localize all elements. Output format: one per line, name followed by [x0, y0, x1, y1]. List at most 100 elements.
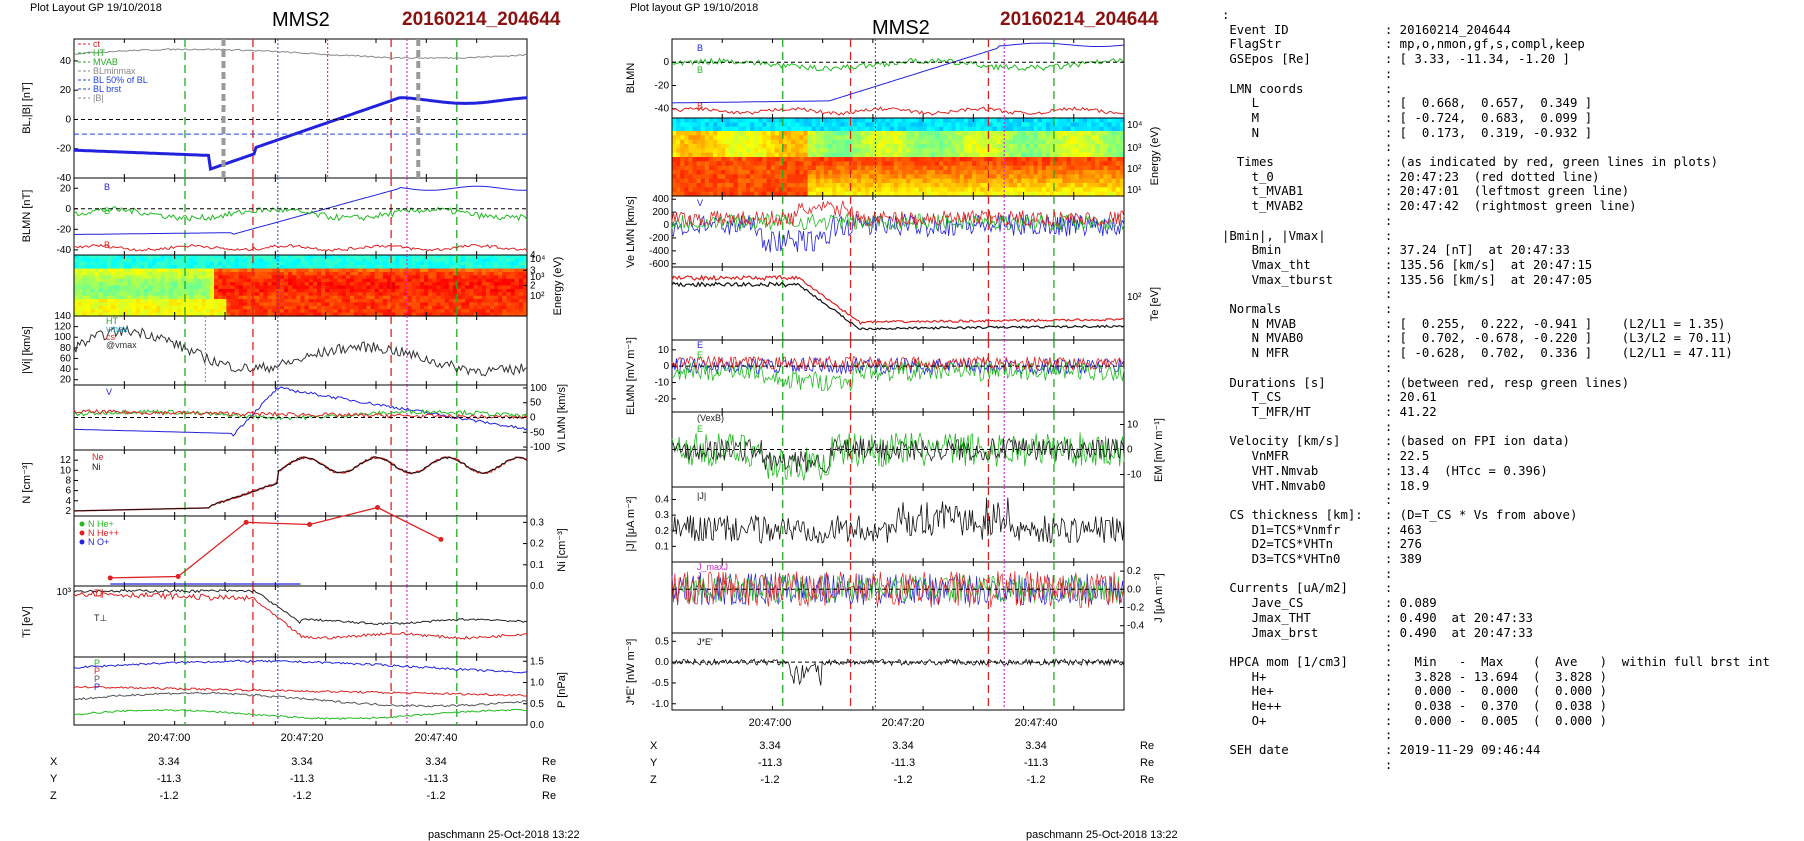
- legend-entry: cs: [106, 332, 116, 342]
- axis-label: EM [mV m⁻¹]: [1153, 418, 1165, 482]
- tick-label: 10²: [1127, 292, 1142, 303]
- coord-axis-label: Y: [50, 773, 58, 785]
- tick-label: -50: [530, 427, 545, 438]
- info-line: :: [1222, 419, 1393, 434]
- info-line: t_MVAB2 : 20:47:42 (rightmost green line…: [1222, 199, 1637, 214]
- tick-label: -40: [655, 104, 670, 115]
- legend-entry: J: [697, 571, 702, 581]
- tick-label: 20: [60, 183, 72, 194]
- time-tick-label: 20:47:40: [415, 732, 458, 744]
- legend-entry: B: [697, 65, 703, 75]
- tick-label: 10: [60, 465, 72, 476]
- time-tick-label: 20:47:00: [148, 732, 191, 744]
- legend-entry: HT: [106, 316, 118, 326]
- info-line: GSEpos [Re] : [ 3.33, -11.34, -1.20 ]: [1222, 52, 1570, 67]
- legend-entry: MVAB: [93, 57, 118, 67]
- info-line: N : [ 0.173, 0.319, -0.932 ]: [1222, 125, 1593, 140]
- Te-parallel-series: [671, 274, 1125, 326]
- EM-series: [671, 432, 1125, 481]
- middle-plot-title: MMS2: [872, 17, 930, 39]
- tick-label: -20: [655, 394, 670, 405]
- tick-label: 40: [60, 364, 72, 375]
- middle-plot-header: Plot layout GP 19/10/2018: [630, 2, 759, 14]
- tick-label: 20: [60, 85, 72, 96]
- tick-label: 400: [652, 194, 669, 205]
- left-plot-header: Plot Layout GP 19/10/2018: [30, 2, 162, 14]
- coord-value: -11.3: [157, 773, 181, 785]
- tick-label: 200: [652, 207, 669, 218]
- info-line: Event ID : 20160214_204644: [1222, 22, 1511, 37]
- tick-label: -0.5: [652, 678, 670, 689]
- info-line: :: [1222, 566, 1393, 581]
- legend-entry: B: [697, 101, 703, 111]
- info-line: :: [1222, 360, 1393, 375]
- info-line: :: [1222, 728, 1393, 743]
- tick-label: 60: [60, 353, 72, 364]
- legend-entry: N He++: [88, 528, 119, 538]
- info-line: t_MVAB1 : 20:47:01 (leftmost green line): [1222, 184, 1630, 199]
- info-line: O+ : 0.000 - 0.005 ( 0.000 ): [1222, 713, 1607, 728]
- legend-entry: ct: [93, 39, 101, 49]
- tick-label: 0: [663, 361, 669, 372]
- tick-label: 40: [60, 56, 72, 67]
- tick-label: 0: [530, 413, 536, 424]
- legend-entry: HT: [93, 48, 105, 58]
- legend-entry: J*E': [697, 637, 713, 647]
- VeL-series: [671, 213, 1125, 253]
- axis-label: |J| [μA m⁻²]: [625, 496, 637, 551]
- coord-value: -1.2: [761, 774, 780, 786]
- tick-label: 0.3: [655, 510, 669, 521]
- tick-label: 10³: [530, 272, 545, 283]
- legend-swatch: [79, 521, 85, 527]
- data-point: [438, 536, 444, 542]
- info-line: CS thickness [km]: : (D=T_CS * Vs from a…: [1222, 507, 1578, 522]
- tick-label: -40: [57, 173, 72, 184]
- tick-label: -20: [57, 224, 72, 235]
- BM-series: [671, 57, 1125, 72]
- tick-label: 10: [658, 345, 670, 356]
- axis-label: Te [eV]: [1149, 287, 1161, 321]
- legend-entry: E: [697, 340, 703, 350]
- info-line: Vmax_tht : 135.56 [km/s] at 20:47:15: [1222, 257, 1593, 272]
- tick-label: -10: [655, 378, 670, 389]
- ViL-series: [73, 386, 528, 437]
- coord-value: -11.3: [424, 773, 448, 785]
- tick-label: 50: [530, 398, 542, 409]
- coord-unit: Re: [1140, 774, 1154, 786]
- tick-label: 140: [54, 311, 71, 322]
- BM-series: [73, 206, 528, 222]
- coord-value: -11.3: [1024, 757, 1048, 769]
- info-line: N MVAB : [ 0.255, 0.222, -0.941 ] (L2/L1…: [1222, 316, 1726, 331]
- info-line: T_CS : 20.61: [1222, 390, 1437, 405]
- left-panel-9: [73, 656, 528, 726]
- coord-value: -11.3: [758, 757, 782, 769]
- legend-entry: P: [94, 674, 100, 684]
- legend-entry: B: [697, 43, 703, 53]
- Pt-series: [73, 708, 528, 720]
- tick-label: 4: [65, 496, 71, 507]
- tick-label: -600: [649, 259, 669, 270]
- legend-entry: Ne: [92, 452, 104, 462]
- tick-label: 0: [663, 220, 669, 231]
- JdotE-series: [671, 657, 1125, 686]
- tick-label: 0.5: [655, 636, 669, 647]
- tick-label: -40: [57, 245, 72, 256]
- legend-entry: N He+: [88, 519, 114, 529]
- middle-panel-5: [671, 339, 1125, 413]
- BL-series: [73, 185, 527, 235]
- info-line: N MVAB0 : [ 0.702, -0.678, -0.220 ] (L3/…: [1222, 331, 1733, 346]
- T-parallel-series: [73, 590, 528, 640]
- tick-label: -10: [1127, 470, 1142, 481]
- axis-label: Energy (eV): [552, 257, 564, 316]
- info-line: :: [1222, 66, 1393, 81]
- info-line: HPCA mom [1/cm3] : Min - Max ( Ave ) wit…: [1222, 654, 1770, 669]
- tick-label: 1.0: [530, 678, 544, 689]
- legend-entry: |J|: [697, 491, 706, 501]
- tick-label: 0.1: [655, 541, 669, 552]
- J-magnitude-series: [671, 497, 1125, 545]
- Ptot-series: [73, 659, 528, 674]
- coord-value: -1.2: [293, 790, 312, 802]
- tick-label: 20: [60, 375, 72, 386]
- coord-axis-label: Z: [50, 790, 57, 802]
- tick-label: 1.5: [530, 656, 544, 667]
